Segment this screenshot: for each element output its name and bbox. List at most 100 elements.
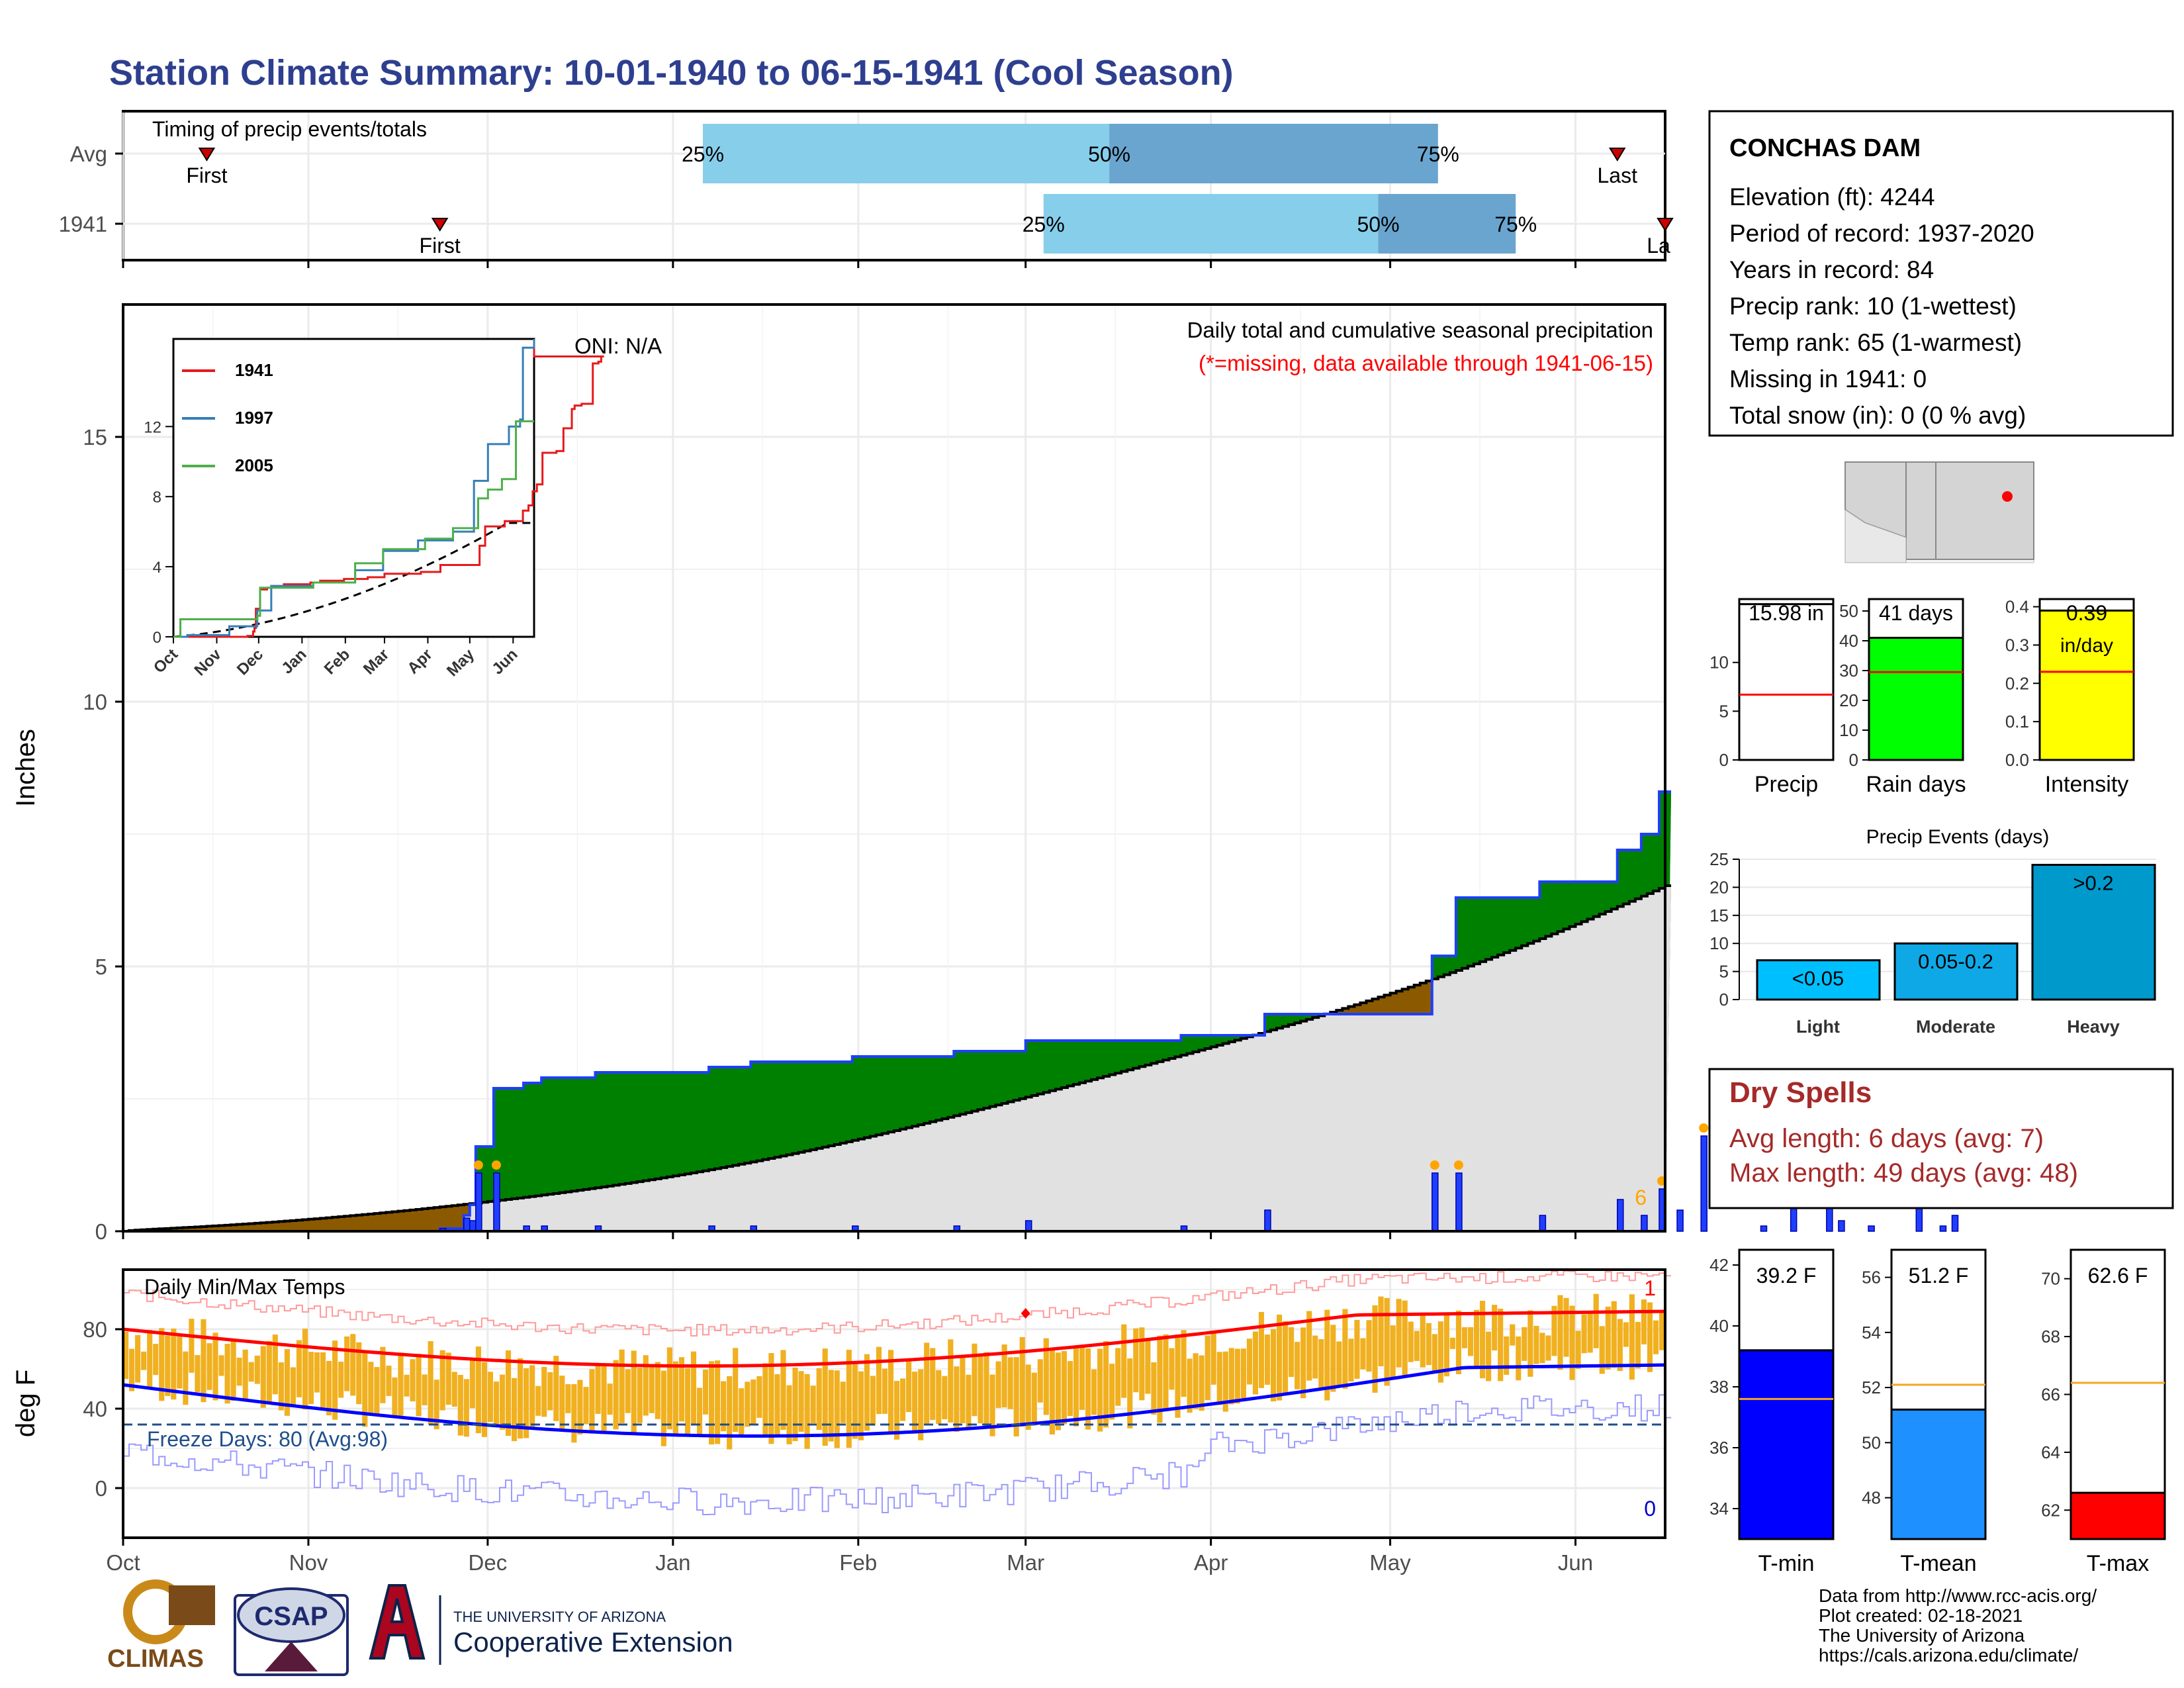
daily-temp-bar bbox=[1432, 1334, 1437, 1371]
credit-line: https://cals.arizona.edu/climate/ bbox=[1819, 1645, 2078, 1665]
daily-temp-bar bbox=[571, 1383, 577, 1443]
daily-temp-bar bbox=[810, 1385, 816, 1424]
daily-temp-bar bbox=[201, 1319, 206, 1403]
daily-temp-bar bbox=[583, 1387, 589, 1425]
temp-summary-ytick-label: 62 bbox=[2041, 1500, 2060, 1520]
timing-bar-50-75 bbox=[1378, 194, 1516, 254]
daily-temp-bar bbox=[1270, 1329, 1277, 1402]
daily-temp-bar bbox=[607, 1383, 613, 1415]
daily-temp-bar bbox=[703, 1370, 709, 1415]
daily-temp-bar bbox=[756, 1376, 762, 1418]
inset-ytick-label: 8 bbox=[153, 489, 161, 506]
daily-temp-bar bbox=[798, 1371, 804, 1432]
daily-temp-bar bbox=[1342, 1309, 1348, 1389]
summary-bar-ytick-label: 40 bbox=[1839, 631, 1858, 651]
temp-summary-frame bbox=[2070, 1248, 2166, 1540]
temp-summary-ytick-label: 42 bbox=[1709, 1255, 1729, 1275]
daily-temp-bar bbox=[727, 1376, 733, 1450]
precip-panel: 0 5 10 15 Inches ONI: N/A Daily total and c… bbox=[11, 303, 1959, 1244]
summary-bar-ytick-label: 0.4 bbox=[2005, 597, 2029, 617]
daily-temp-bar bbox=[739, 1388, 745, 1436]
daily-temp-bar bbox=[1246, 1338, 1252, 1385]
inset-ytick-label: 0 bbox=[153, 629, 161, 647]
temp-summary-ytick-label: 34 bbox=[1709, 1499, 1729, 1519]
timing-p75-label: 75% bbox=[1417, 142, 1459, 166]
daily-temp-bar bbox=[1455, 1310, 1462, 1374]
daily-temp-bar bbox=[1605, 1306, 1611, 1370]
events-ytick-label: 5 bbox=[1719, 962, 1729, 982]
ua-a-mark bbox=[369, 1584, 426, 1660]
daily-temp-bar bbox=[918, 1369, 924, 1440]
daily-temp-bar bbox=[308, 1352, 314, 1405]
summary-bar-value-unit: in/day bbox=[2060, 635, 2113, 657]
daily-precip-bar bbox=[1951, 1215, 1959, 1232]
summary-bar-value: 0.39 bbox=[2066, 601, 2107, 625]
daily-precip-bar bbox=[1432, 1172, 1439, 1232]
daily-temp-bar bbox=[887, 1350, 894, 1433]
station-line: Missing in 1941: 0 bbox=[1729, 365, 1927, 393]
daily-temp-bar bbox=[774, 1374, 780, 1436]
month-label: Mar bbox=[1007, 1550, 1044, 1575]
daily-temp-bar bbox=[733, 1348, 739, 1432]
daily-precip-bar bbox=[463, 1217, 471, 1232]
daily-temp-bar bbox=[422, 1374, 428, 1405]
events-category: Heavy bbox=[2067, 1017, 2120, 1037]
daily-temp-bar bbox=[786, 1385, 792, 1444]
daily-temp-bar bbox=[368, 1362, 374, 1416]
daily-temp-bar bbox=[1079, 1344, 1085, 1410]
daily-temp-bar bbox=[284, 1349, 290, 1416]
daily-temp-bar bbox=[1312, 1335, 1318, 1379]
daily-temp-bar bbox=[499, 1374, 506, 1430]
month-label: Feb bbox=[839, 1550, 877, 1575]
temp-summary-bars: 34 36 38 40 42 39.2 F T-min 48 50 52 54 56 51.2 F T-m… bbox=[1709, 1248, 2166, 1576]
daily-temp-bar bbox=[1593, 1293, 1599, 1348]
daily-precip-bar bbox=[1700, 1135, 1707, 1232]
station-frame bbox=[1708, 110, 2174, 437]
daily-temp-bar bbox=[266, 1340, 272, 1403]
temp-summary-ytick-label: 64 bbox=[2041, 1442, 2060, 1462]
daily-temp-bar bbox=[864, 1354, 870, 1431]
daily-temp-bar bbox=[195, 1355, 201, 1393]
station-lines: Elevation (ft): 4244 Period of record: 19… bbox=[1729, 183, 2034, 429]
precip-ytick-label: 0 bbox=[95, 1219, 107, 1244]
daily-precip-bar bbox=[1539, 1215, 1547, 1232]
daily-precip-bar bbox=[1024, 1220, 1032, 1232]
dry-spells-frame bbox=[1708, 1068, 2174, 1209]
temp-summary-fill bbox=[1738, 1349, 1835, 1540]
daily-temp-bar bbox=[960, 1356, 966, 1423]
events-category: Light bbox=[1796, 1017, 1840, 1037]
daily-temp-bar bbox=[1408, 1321, 1414, 1362]
daily-temp-bar bbox=[1169, 1348, 1175, 1390]
inset-legend-label: 2005 bbox=[235, 455, 273, 475]
credit-line: Plot created: 02-18-2021 bbox=[1819, 1605, 2023, 1626]
daily-temp-bar bbox=[1085, 1348, 1091, 1430]
daily-temp-bar bbox=[1426, 1323, 1432, 1366]
daily-temp-bar bbox=[380, 1346, 386, 1403]
daily-precip-bar bbox=[1868, 1225, 1875, 1232]
daily-temp-bar bbox=[1318, 1338, 1324, 1387]
temp-ytick-label: 40 bbox=[83, 1397, 107, 1421]
summary-bar-ytick-label: 5 bbox=[1719, 701, 1729, 721]
timing-marker-label: Last bbox=[1598, 164, 1638, 187]
credit-line: The University of Arizona bbox=[1819, 1625, 2025, 1646]
daily-temp-bar bbox=[350, 1334, 356, 1396]
daily-temp-bar bbox=[1659, 1311, 1665, 1350]
daily-temp-bar bbox=[828, 1370, 834, 1442]
daily-temp-bar bbox=[1587, 1311, 1593, 1353]
events-ytick-label: 10 bbox=[1709, 933, 1729, 953]
daily-temp-bar bbox=[1527, 1310, 1533, 1377]
daily-precip-bar bbox=[1641, 1215, 1648, 1232]
daily-temp-bar bbox=[206, 1343, 212, 1390]
daily-temp-bar bbox=[660, 1370, 666, 1446]
temp-panel: 0 40 80 Daily Min/Max Temps Freeze Days: 8… bbox=[11, 1268, 1672, 1539]
daily-temp-bar bbox=[768, 1353, 774, 1444]
daily-temp-bar bbox=[655, 1362, 660, 1419]
location-map bbox=[1844, 461, 2034, 563]
daily-temp-bar bbox=[1641, 1299, 1647, 1344]
daily-temp-bar bbox=[529, 1365, 535, 1428]
temp-count-hi: 1 bbox=[1644, 1276, 1656, 1300]
precip-ytick-label: 5 bbox=[95, 955, 107, 979]
daily-temp-bar bbox=[834, 1370, 840, 1448]
credit-line: Data from http://www.rcc-acis.org/ bbox=[1819, 1585, 2097, 1606]
